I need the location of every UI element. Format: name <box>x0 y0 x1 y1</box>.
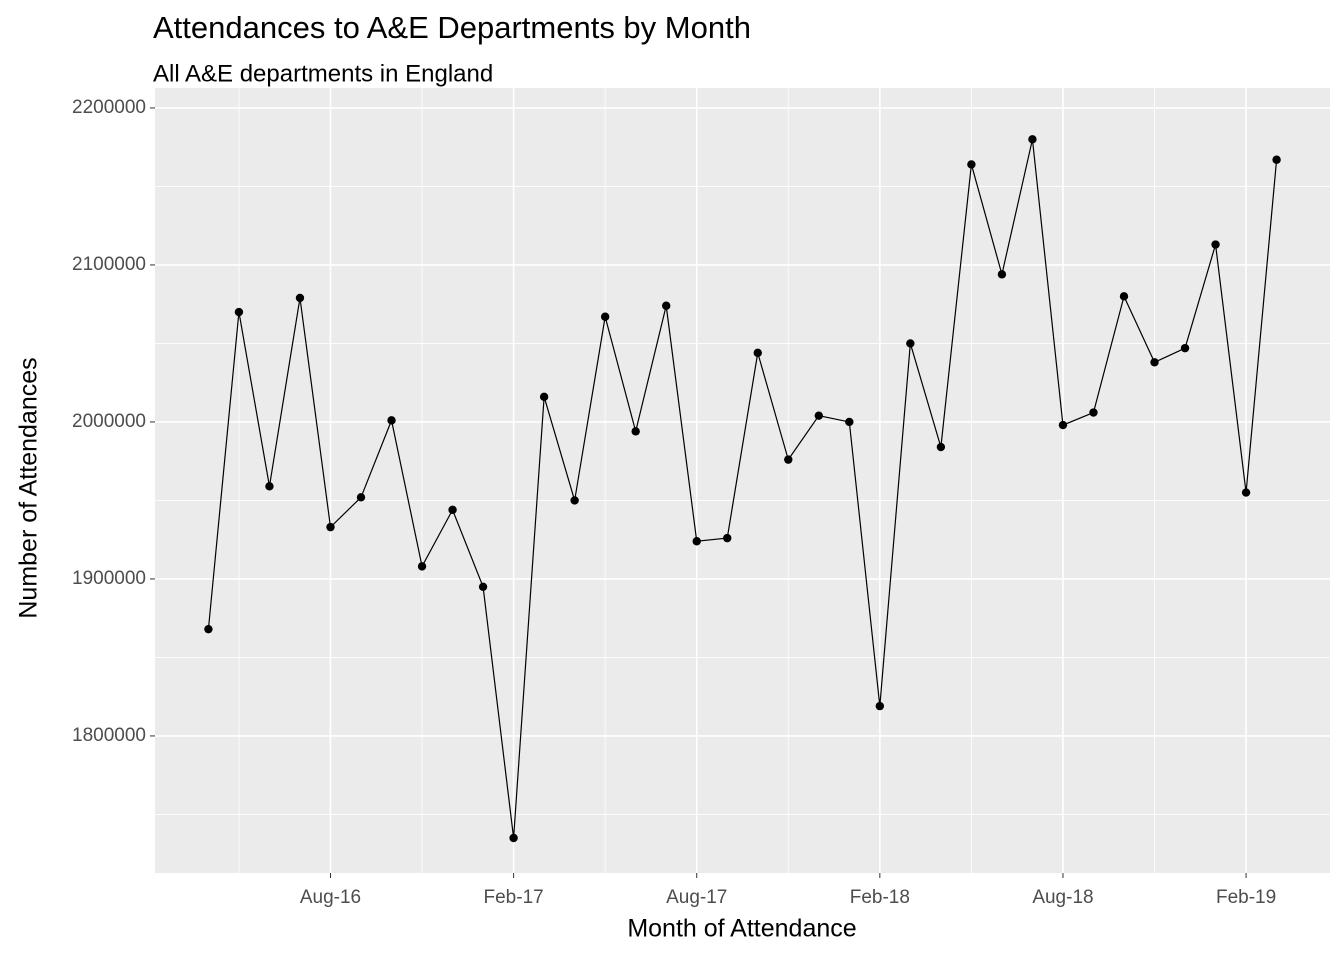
data-point <box>417 562 427 571</box>
data-point <box>265 482 274 491</box>
data-point <box>204 624 213 634</box>
x-tick-label: Feb-17 <box>484 887 544 908</box>
data-point <box>539 392 549 402</box>
data-point <box>356 493 366 502</box>
data-point <box>631 427 640 436</box>
x-axis-title: Month of Attendance <box>627 915 856 943</box>
data-point <box>723 533 732 543</box>
data-point <box>448 505 457 515</box>
data-point <box>1028 135 1037 144</box>
data-point <box>387 416 396 425</box>
data-point <box>936 442 946 452</box>
y-tick-label: 2200000 <box>72 97 146 118</box>
data-point <box>1211 240 1220 249</box>
x-tick-label: Aug-17 <box>666 887 727 908</box>
data-point <box>967 160 976 169</box>
data-point <box>1150 358 1159 367</box>
y-axis-title: Number of Attendances <box>15 357 43 618</box>
x-tick-label: Feb-18 <box>850 887 910 908</box>
data-point <box>814 411 823 420</box>
chart-subtitle: All A&E departments in England <box>153 60 493 87</box>
data-point <box>997 270 1007 279</box>
y-tick-label: 1900000 <box>72 568 146 589</box>
y-tick-label: 2000000 <box>72 411 146 432</box>
data-point <box>570 496 579 505</box>
data-point <box>509 833 518 843</box>
chart-title: Attendances to A&E Departments by Month <box>153 10 751 45</box>
data-point <box>1089 408 1098 417</box>
data-line <box>207 139 1278 839</box>
data-point <box>1058 420 1068 430</box>
data-point <box>784 455 793 464</box>
x-tick-label: Feb-19 <box>1216 887 1276 908</box>
data-point <box>1272 155 1281 164</box>
data-point <box>234 307 244 317</box>
plot-panel <box>155 88 1330 873</box>
data-point <box>295 293 305 303</box>
data-point <box>478 582 488 591</box>
data-point <box>662 301 671 310</box>
data-point <box>906 339 915 348</box>
data-point <box>1241 488 1251 497</box>
data-point <box>326 522 335 532</box>
data-point <box>753 348 762 358</box>
data-point <box>1119 292 1129 301</box>
data-point <box>845 417 854 427</box>
y-tick-label: 1800000 <box>72 725 146 746</box>
data-point <box>692 537 701 546</box>
data-point <box>600 312 610 321</box>
data-point <box>1180 343 1190 353</box>
x-tick-label: Aug-16 <box>300 887 361 908</box>
data-point <box>875 701 885 711</box>
y-tick-label: 2100000 <box>72 254 146 275</box>
x-tick-label: Aug-18 <box>1032 887 1093 908</box>
